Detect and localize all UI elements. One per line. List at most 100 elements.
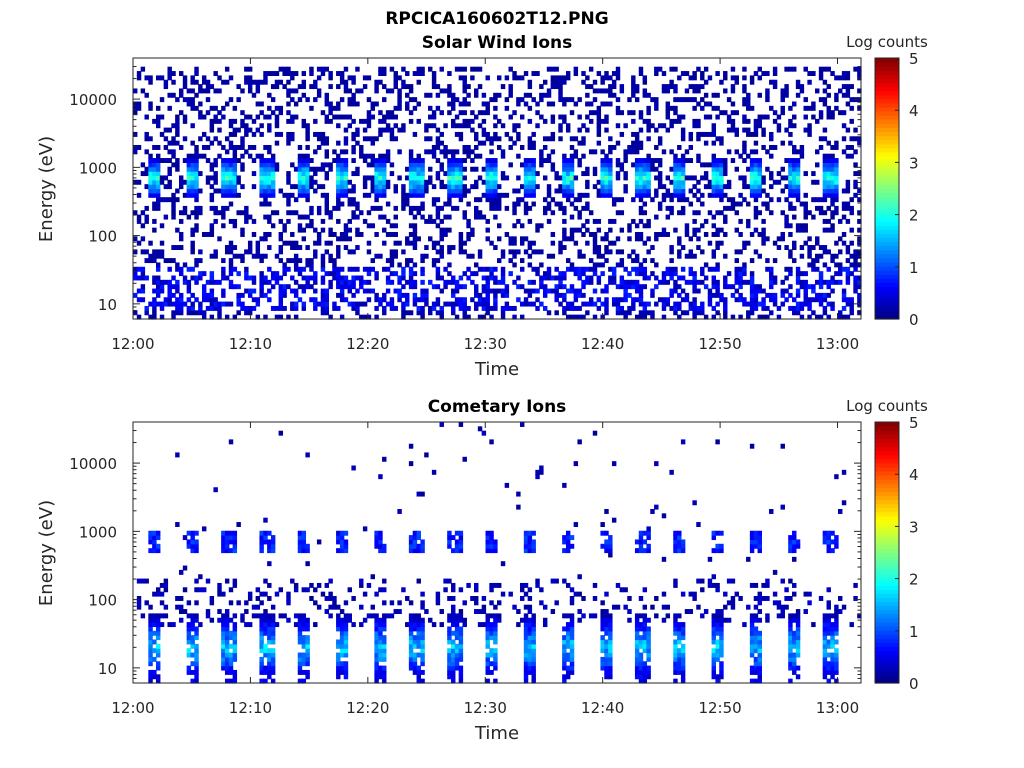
heatmap-cell — [830, 184, 835, 190]
heatmap-cell — [753, 227, 759, 233]
heatmap-cell — [244, 310, 249, 316]
heatmap-cell — [205, 292, 211, 298]
heatmap-cell — [270, 604, 276, 610]
heatmap-cell — [642, 179, 648, 185]
heatmap-cell — [588, 275, 594, 281]
heatmap-cell — [224, 136, 230, 142]
heatmap-cell — [527, 604, 533, 610]
heatmap-cell — [562, 292, 567, 298]
heatmap-cell — [738, 249, 743, 255]
heatmap-cell — [389, 110, 395, 116]
heatmap-cell — [845, 188, 851, 194]
heatmap-cell — [343, 188, 349, 194]
heatmap-cell — [217, 153, 222, 159]
heatmap-cell — [270, 648, 276, 654]
heatmap-cell — [761, 236, 766, 242]
heatmap-cell — [408, 661, 414, 667]
heatmap-cell — [857, 88, 862, 94]
heatmap-cell — [734, 266, 739, 272]
heatmap-cell — [477, 426, 483, 432]
heatmap-cell — [198, 622, 203, 628]
heatmap-cell — [190, 669, 195, 675]
heatmap-cell — [562, 275, 567, 281]
heatmap-cell — [232, 266, 238, 272]
heatmap-cell — [447, 162, 452, 168]
heatmap-cell — [742, 149, 747, 155]
heatmap-cell — [382, 626, 387, 632]
heatmap-cell — [784, 197, 789, 203]
heatmap-cell — [259, 184, 264, 190]
heatmap-cell — [378, 66, 383, 72]
colorbar-segment — [875, 314, 899, 320]
heatmap-cell — [255, 587, 261, 593]
heatmap-cell — [401, 192, 406, 198]
heatmap-cell — [527, 262, 533, 268]
heatmap-cell — [159, 288, 165, 294]
heatmap-cell — [577, 249, 582, 255]
heatmap-cell — [669, 118, 674, 124]
heatmap-cell — [451, 587, 456, 593]
heatmap-cell — [136, 297, 142, 303]
heatmap-cell — [565, 127, 571, 133]
heatmap-cell — [826, 284, 831, 290]
heatmap-cell — [305, 184, 310, 190]
heatmap-cell — [815, 240, 820, 246]
heatmap-cell — [634, 192, 640, 198]
heatmap-cell — [481, 214, 487, 220]
heatmap-cell — [244, 149, 249, 155]
heatmap-cell — [489, 648, 494, 654]
heatmap-cell — [719, 292, 724, 298]
heatmap-cell — [336, 175, 341, 181]
heatmap-cell — [385, 301, 391, 307]
heatmap-cell — [631, 279, 636, 285]
heatmap-cell — [439, 227, 444, 233]
heatmap-cell — [803, 284, 808, 290]
heatmap-cell — [497, 197, 502, 203]
heatmap-cell — [527, 530, 533, 536]
heatmap-cell — [435, 310, 441, 316]
heatmap-cell — [757, 210, 762, 216]
heatmap-cell — [267, 71, 272, 76]
heatmap-cell — [646, 158, 651, 163]
heatmap-cell — [458, 639, 464, 645]
heatmap-cell — [136, 145, 142, 150]
heatmap-cell — [497, 613, 502, 619]
heatmap-cell — [420, 669, 425, 675]
heatmap-cell — [638, 140, 644, 146]
heatmap-cell — [700, 301, 705, 307]
heatmap-cell — [370, 574, 375, 580]
heatmap-cell — [493, 626, 498, 632]
heatmap-cell — [163, 145, 169, 150]
heatmap-cell — [784, 175, 789, 181]
heatmap-cell — [638, 271, 644, 277]
heatmap-cell — [523, 643, 529, 649]
heatmap-cell — [374, 175, 379, 181]
heatmap-cell — [194, 275, 199, 281]
heatmap-cell — [719, 162, 724, 168]
heatmap-cell — [822, 66, 828, 72]
heatmap-cell — [431, 153, 437, 159]
heatmap-cell — [324, 301, 330, 307]
heatmap-cell — [799, 301, 805, 307]
heatmap-cell — [328, 578, 333, 584]
heatmap-cell — [278, 297, 284, 303]
heatmap-cell — [734, 166, 739, 172]
heatmap-cell — [416, 678, 421, 684]
heatmap-cell — [286, 192, 291, 198]
heatmap-cell — [305, 136, 310, 142]
heatmap-cell — [221, 162, 226, 168]
heatmap-cell — [665, 127, 671, 133]
heatmap-cell — [512, 127, 517, 133]
heatmap-cell — [600, 171, 605, 177]
heatmap-cell — [301, 301, 307, 307]
heatmap-cell — [420, 201, 425, 207]
heatmap-cell — [435, 301, 441, 307]
heatmap-cell — [680, 297, 686, 303]
colorbar-segment — [875, 168, 899, 173]
heatmap-cell — [374, 84, 379, 90]
heatmap-cell — [688, 97, 694, 103]
heatmap-cell — [830, 258, 835, 264]
heatmap-cell — [190, 639, 195, 645]
heatmap-cell — [393, 249, 398, 255]
heatmap-cell — [822, 188, 828, 194]
